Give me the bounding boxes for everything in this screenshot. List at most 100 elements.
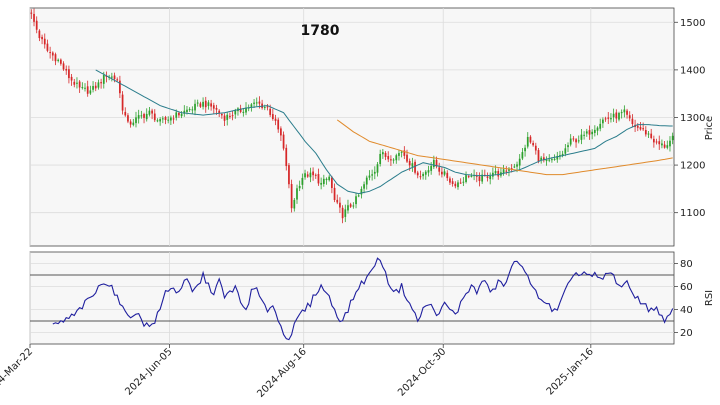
candle-body	[658, 141, 661, 145]
candle-body	[215, 107, 218, 110]
candle-body	[135, 117, 137, 124]
candle-body	[510, 168, 513, 170]
candle-body	[655, 141, 658, 143]
candle-body	[161, 118, 164, 120]
candle-body	[124, 111, 127, 116]
candle-body	[449, 178, 451, 183]
candle-body	[540, 157, 543, 161]
candle-body	[59, 59, 62, 64]
candle-body	[167, 119, 170, 121]
candle-body	[441, 171, 443, 175]
candle-body	[304, 173, 306, 178]
candle-body	[435, 159, 438, 167]
candle-body	[175, 112, 178, 118]
candle-body	[430, 165, 433, 171]
candle-body	[489, 175, 492, 180]
candle-body	[137, 115, 140, 119]
candle-body	[231, 115, 234, 117]
candle-body	[290, 184, 293, 209]
candle-body	[194, 103, 196, 111]
candle-body	[387, 156, 390, 160]
candle-body	[357, 195, 360, 197]
candle-body	[432, 159, 435, 168]
candle-body	[376, 164, 379, 173]
candle-body	[390, 159, 392, 161]
candle-body	[229, 115, 231, 117]
candle-body	[132, 122, 135, 125]
candle-body	[524, 147, 526, 152]
candle-body	[223, 115, 226, 121]
candle-body	[30, 12, 33, 14]
candle-body	[381, 152, 384, 155]
candle-body	[143, 114, 145, 118]
candle-body	[94, 85, 97, 89]
candle-body	[242, 111, 245, 113]
candle-body	[140, 115, 143, 117]
price-vertical-grid	[29, 8, 592, 246]
candle-body	[186, 109, 188, 112]
candle-body	[602, 119, 604, 124]
candle-body	[129, 121, 132, 125]
candle-body	[518, 158, 521, 166]
candle-body	[403, 150, 406, 156]
candle-body	[360, 188, 363, 195]
candle-body	[631, 118, 634, 125]
candle-body	[588, 130, 591, 135]
candle-body	[564, 148, 567, 154]
rsi-tick-label: 40	[680, 305, 693, 316]
candle-body	[486, 176, 489, 178]
candle-body	[553, 158, 556, 160]
candle-body	[234, 110, 237, 115]
candle-body	[438, 167, 441, 172]
candle-body	[556, 155, 559, 160]
price-panel: 1100 1200 1300 1400 1500 1780 Price	[29, 7, 715, 247]
candle-body	[269, 108, 272, 115]
price-tick-label: 1100	[680, 208, 705, 219]
candle-body	[153, 113, 156, 121]
candle-body	[148, 110, 151, 115]
candle-body	[623, 109, 626, 113]
candle-body	[89, 90, 92, 94]
candle-body	[459, 182, 462, 184]
rsi-reference-lines	[30, 274, 674, 322]
candle-body	[457, 182, 459, 188]
candle-body	[328, 176, 331, 181]
rsi-line	[52, 257, 674, 341]
price-tick-label: 1200	[680, 161, 705, 172]
candle-body	[84, 87, 86, 89]
candle-body	[529, 136, 532, 143]
candle-body	[551, 159, 553, 161]
candle-body	[567, 145, 569, 148]
candle-body	[119, 80, 121, 94]
candle-body	[180, 113, 183, 117]
candle-body	[239, 108, 242, 112]
candle-body	[628, 115, 631, 119]
candle-body	[642, 128, 645, 130]
candle-body	[68, 69, 70, 79]
price-panel-background	[29, 7, 675, 247]
candle-body	[365, 177, 368, 185]
candle-body	[207, 102, 210, 106]
candle-body	[572, 138, 575, 140]
candle-body	[43, 38, 46, 45]
candle-body	[363, 184, 365, 189]
candle-body	[298, 186, 301, 189]
candle-body	[105, 75, 108, 77]
candle-body	[145, 113, 148, 120]
candle-body	[494, 170, 497, 174]
candle-body	[661, 143, 663, 146]
candle-body	[561, 153, 564, 156]
candle-body	[379, 153, 382, 164]
candle-body	[526, 136, 529, 147]
candle-body	[644, 130, 647, 135]
candle-body	[666, 145, 669, 148]
candle-body	[255, 102, 258, 104]
candle-body	[532, 142, 534, 146]
rsi-axis-ticks: 20 40 60 80	[674, 259, 693, 339]
rsi-tick-label: 20	[680, 328, 693, 339]
date-tick-label: 2024-Mar-22	[0, 346, 35, 399]
candle-body	[355, 196, 357, 205]
candle-body	[164, 117, 167, 120]
candle-body	[288, 165, 290, 185]
candle-body	[191, 109, 194, 111]
